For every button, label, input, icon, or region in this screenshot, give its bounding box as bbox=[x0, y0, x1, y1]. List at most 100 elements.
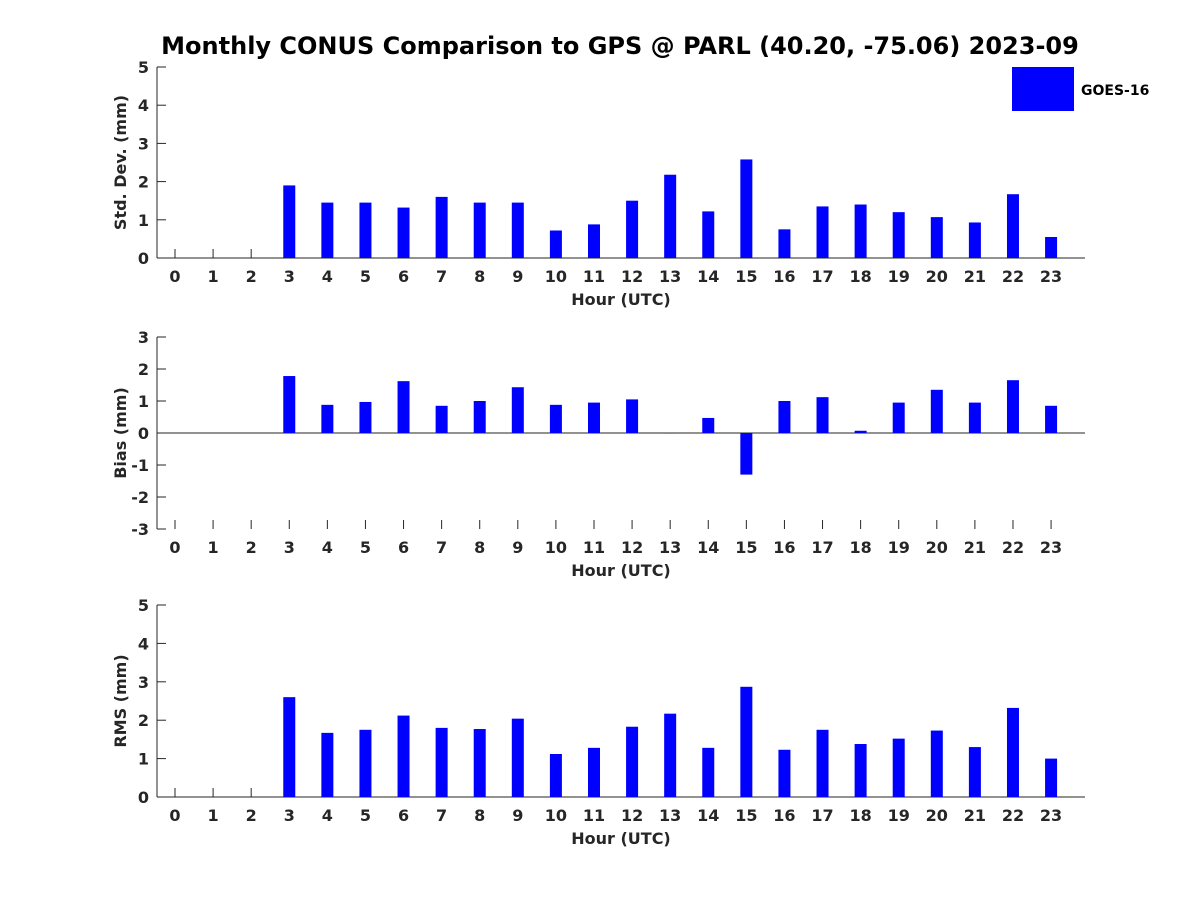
x-tick-label: 21 bbox=[964, 806, 986, 825]
x-tick-label: 9 bbox=[512, 806, 523, 825]
bar-hour-15 bbox=[740, 686, 753, 797]
bar-hour-11 bbox=[587, 747, 600, 797]
bar-hour-13 bbox=[664, 713, 677, 797]
x-tick-label: 23 bbox=[1040, 806, 1062, 825]
x-tick-label: 2 bbox=[246, 538, 257, 557]
y-tick-label: 0 bbox=[138, 249, 149, 268]
x-tick-label: 19 bbox=[888, 538, 910, 557]
x-tick-label: 5 bbox=[360, 806, 371, 825]
bar-hour-4 bbox=[321, 732, 334, 797]
y-tick-label: 5 bbox=[138, 596, 149, 615]
bar-hour-6 bbox=[397, 715, 410, 797]
bar-hour-16 bbox=[778, 229, 791, 258]
bar-hour-11 bbox=[587, 224, 600, 258]
y-tick-label: 2 bbox=[138, 360, 149, 379]
y-tick-label: 1 bbox=[138, 211, 149, 230]
x-tick-label: 15 bbox=[735, 267, 757, 286]
x-tick-label: 12 bbox=[621, 806, 643, 825]
y-tick-label: -1 bbox=[131, 456, 149, 475]
x-tick-label: 6 bbox=[398, 806, 409, 825]
bar-hour-15 bbox=[740, 433, 753, 475]
bar-hour-3 bbox=[283, 697, 296, 797]
bar-hour-5 bbox=[359, 729, 372, 797]
bar-hour-3 bbox=[283, 376, 296, 433]
bar-hour-8 bbox=[473, 729, 486, 797]
x-tick-label: 3 bbox=[284, 538, 295, 557]
x-tick-label: 8 bbox=[474, 538, 485, 557]
bar-hour-5 bbox=[359, 202, 372, 258]
x-tick-label: 6 bbox=[398, 538, 409, 557]
x-tick-label: 4 bbox=[322, 806, 333, 825]
x-tick-label: 6 bbox=[398, 267, 409, 286]
x-tick-label: 9 bbox=[512, 267, 523, 286]
bar-hour-16 bbox=[778, 749, 791, 797]
bar-hour-17 bbox=[816, 206, 829, 258]
bar-hour-20 bbox=[930, 730, 943, 797]
bar-hour-17 bbox=[816, 729, 829, 797]
x-tick-label: 0 bbox=[169, 267, 180, 286]
x-tick-label: 11 bbox=[583, 806, 605, 825]
x-tick-label: 21 bbox=[964, 267, 986, 286]
x-tick-label: 20 bbox=[926, 538, 948, 557]
x-tick-label: 13 bbox=[659, 806, 681, 825]
y-tick-label: -3 bbox=[131, 520, 149, 539]
x-axis-label: Hour (UTC) bbox=[571, 829, 671, 848]
legend: GOES-16 bbox=[1012, 67, 1149, 111]
y-tick-label: 1 bbox=[138, 750, 149, 769]
x-tick-label: 5 bbox=[360, 538, 371, 557]
x-tick-label: 18 bbox=[849, 806, 871, 825]
bar-hour-12 bbox=[626, 200, 639, 258]
x-tick-label: 0 bbox=[169, 538, 180, 557]
bar-hour-4 bbox=[321, 202, 334, 258]
x-tick-label: 0 bbox=[169, 806, 180, 825]
x-tick-label: 22 bbox=[1002, 267, 1024, 286]
y-axis-label: Std. Dev. (mm) bbox=[111, 95, 130, 230]
bar-hour-10 bbox=[549, 404, 562, 433]
bar-hour-20 bbox=[930, 217, 943, 258]
bar-hour-23 bbox=[1045, 236, 1058, 258]
x-tick-label: 17 bbox=[811, 806, 833, 825]
bar-hour-16 bbox=[778, 401, 791, 433]
x-tick-label: 15 bbox=[735, 806, 757, 825]
x-tick-label: 22 bbox=[1002, 806, 1024, 825]
x-tick-label: 7 bbox=[436, 538, 447, 557]
x-tick-label: 5 bbox=[360, 267, 371, 286]
x-tick-label: 18 bbox=[849, 538, 871, 557]
bar-hour-20 bbox=[930, 389, 943, 433]
bar-hour-14 bbox=[702, 747, 715, 797]
bar-hour-13 bbox=[664, 174, 677, 258]
y-tick-label: 3 bbox=[138, 328, 149, 347]
x-tick-label: 13 bbox=[659, 267, 681, 286]
x-tick-label: 10 bbox=[545, 538, 567, 557]
x-tick-label: 19 bbox=[888, 267, 910, 286]
bar-hour-8 bbox=[473, 401, 486, 433]
bar-hour-21 bbox=[968, 747, 981, 797]
x-tick-label: 11 bbox=[583, 538, 605, 557]
x-tick-label: 8 bbox=[474, 806, 485, 825]
bar-hour-14 bbox=[702, 211, 715, 258]
bar-hour-7 bbox=[435, 196, 448, 258]
y-tick-label: 5 bbox=[138, 58, 149, 77]
x-tick-label: 13 bbox=[659, 538, 681, 557]
bar-hour-18 bbox=[854, 744, 867, 797]
x-tick-label: 17 bbox=[811, 267, 833, 286]
y-tick-label: 2 bbox=[138, 711, 149, 730]
bar-hour-7 bbox=[435, 405, 448, 433]
bar-hour-19 bbox=[892, 738, 905, 797]
bar-hour-9 bbox=[511, 202, 524, 258]
bar-hour-10 bbox=[549, 230, 562, 258]
y-tick-label: 4 bbox=[138, 634, 149, 653]
x-tick-label: 14 bbox=[697, 806, 719, 825]
y-tick-label: 1 bbox=[138, 392, 149, 411]
y-tick-label: 3 bbox=[138, 134, 149, 153]
bar-hour-8 bbox=[473, 202, 486, 258]
x-tick-label: 12 bbox=[621, 267, 643, 286]
x-tick-label: 1 bbox=[208, 806, 219, 825]
x-tick-label: 2 bbox=[246, 267, 257, 286]
bar-hour-18 bbox=[854, 430, 867, 433]
x-tick-label: 14 bbox=[697, 267, 719, 286]
bar-hour-12 bbox=[626, 399, 639, 433]
x-tick-label: 2 bbox=[246, 806, 257, 825]
